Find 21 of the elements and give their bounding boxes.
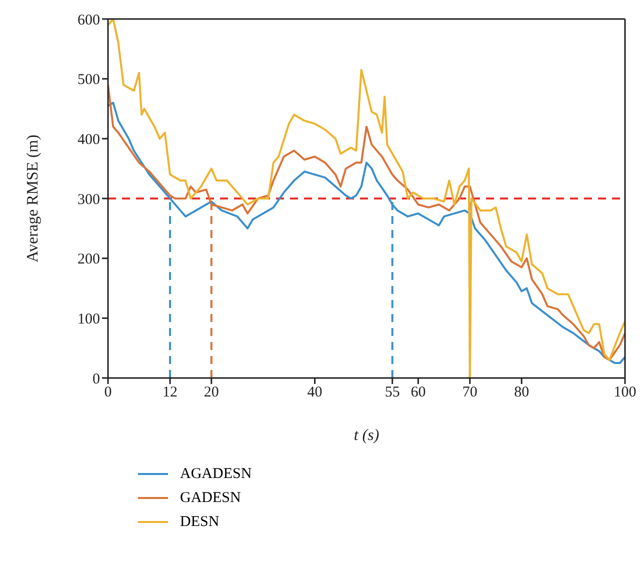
x-tick-label: 20: [204, 384, 219, 401]
legend-label: GADESN: [180, 490, 241, 506]
y-tick-label: 100: [78, 311, 100, 328]
x-tick-label: 100: [614, 384, 636, 401]
x-tick-label: 70: [462, 384, 478, 401]
y-tick-label: 300: [78, 192, 100, 208]
x-tick-label: 80: [514, 384, 530, 401]
legend-label: AGADESN: [180, 466, 252, 482]
x-tick-label: 40: [307, 384, 322, 401]
legend-label: DESN: [180, 514, 220, 530]
y-tick-label: 600: [78, 12, 100, 28]
x-axis-title: t (s): [354, 427, 380, 444]
x-tick-label: 55: [384, 384, 400, 401]
y-tick-label: 400: [78, 132, 100, 148]
x-tick-label: 0: [104, 384, 112, 401]
x-tick-label: 60: [410, 384, 426, 401]
y-tick-label: 200: [78, 252, 100, 268]
x-tick-label: 12: [162, 384, 178, 401]
y-tick-label: 500: [78, 72, 100, 88]
y-axis-title: Average RMSE (m): [24, 134, 42, 262]
y-tick-label: 0: [92, 371, 100, 388]
